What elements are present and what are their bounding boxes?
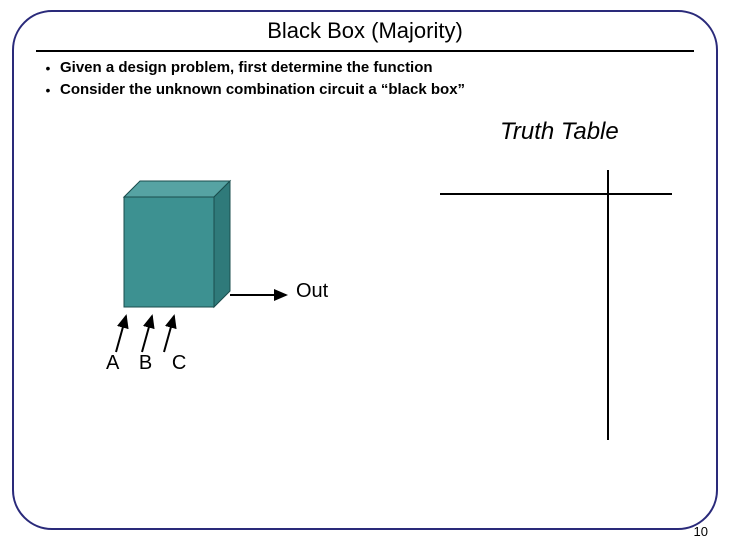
cube-side-face [214,181,230,307]
out-label: Out [296,280,328,303]
bullet-item: • Consider the unknown combination circu… [36,80,686,100]
cube-front-face [124,197,214,307]
slide-title: Black Box (Majority) [0,18,730,44]
input-label-a: A [106,352,121,374]
bullet-text: Given a design problem, first determine … [60,58,433,78]
bullet-item: • Given a design problem, first determin… [36,58,686,78]
input-label-c: C [172,352,188,374]
truth-table-frame [440,170,680,450]
input-arrow-a [116,316,126,352]
page-number: 10 [694,524,708,539]
bullet-marker: • [36,58,60,78]
input-arrow-b [142,316,152,352]
bullet-list: • Given a design problem, first determin… [36,58,686,102]
title-underline [36,50,694,52]
cube-top-face [124,181,230,197]
input-labels: A B C [106,352,198,375]
out-arrow [230,285,296,305]
bullet-text: Consider the unknown combination circuit… [60,80,465,100]
input-label-b: B [139,352,154,374]
truth-table-heading: Truth Table [500,118,619,146]
bullet-marker: • [36,80,60,100]
input-arrow-c [164,316,174,352]
